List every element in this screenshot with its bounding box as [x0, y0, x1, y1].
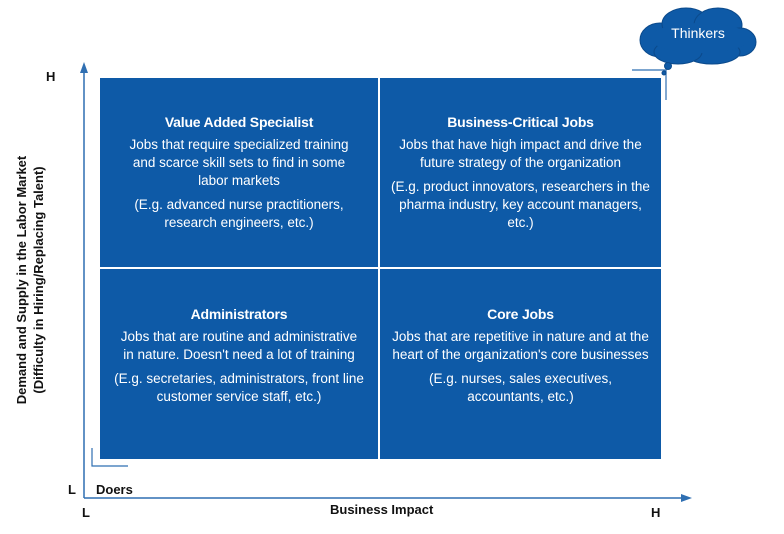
- y-axis-low-label: L: [68, 482, 76, 497]
- thinkers-bracket: [632, 69, 667, 100]
- x-axis-low-label: L: [82, 505, 90, 520]
- y-axis-arrow-icon: [80, 62, 88, 73]
- quadrant-title: Value Added Specialist: [164, 114, 314, 130]
- y-axis-label: Demand and Supply in the Labor Market (D…: [13, 130, 47, 430]
- y-axis-high-label: H: [46, 69, 56, 84]
- quadrant-examples: (E.g. advanced nurse practitioners, rese…: [134, 197, 344, 230]
- doers-bracket: [91, 448, 128, 467]
- thinkers-label: Thinkers: [671, 25, 725, 41]
- doers-label: Doers: [96, 482, 133, 497]
- quadrant-description: Jobs that require specialized training a…: [129, 137, 349, 188]
- quadrant-examples: (E.g. nurses, sales executives, accounta…: [428, 371, 613, 404]
- quadrant-description: Jobs that are repetitive in nature and a…: [392, 329, 649, 362]
- x-axis-label: Business Impact: [330, 502, 434, 517]
- quadrant-core-jobs: Core Jobs Jobs that are repetitive in na…: [380, 269, 661, 459]
- quadrant-value-added-specialist: Value Added Specialist Jobs that require…: [100, 78, 378, 267]
- quadrant-business-critical-jobs: Business-Critical Jobs Jobs that have hi…: [380, 78, 661, 267]
- x-axis-arrow-icon: [681, 494, 692, 502]
- quadrant-title: Business-Critical Jobs: [447, 114, 594, 130]
- quadrant-title: Administrators: [190, 306, 288, 322]
- quadrant-administrators: Administrators Jobs that are routine and…: [100, 269, 378, 459]
- quadrant-examples: (E.g. secretaries, administrators, front…: [114, 371, 364, 404]
- x-axis-high-label: H: [651, 505, 661, 520]
- quadrant-description: Jobs that are routine and administrative…: [120, 329, 358, 362]
- y-axis-label-line2: (Difficulty in Hiring/Replacing Talent): [31, 166, 46, 394]
- quadrant-title: Core Jobs: [487, 306, 554, 322]
- quadrant-examples: (E.g. product innovators, researchers in…: [391, 179, 650, 230]
- y-axis-label-line1: Demand and Supply in the Labor Market: [14, 155, 29, 405]
- quadrant-description: Jobs that have high impact and drive the…: [399, 137, 642, 170]
